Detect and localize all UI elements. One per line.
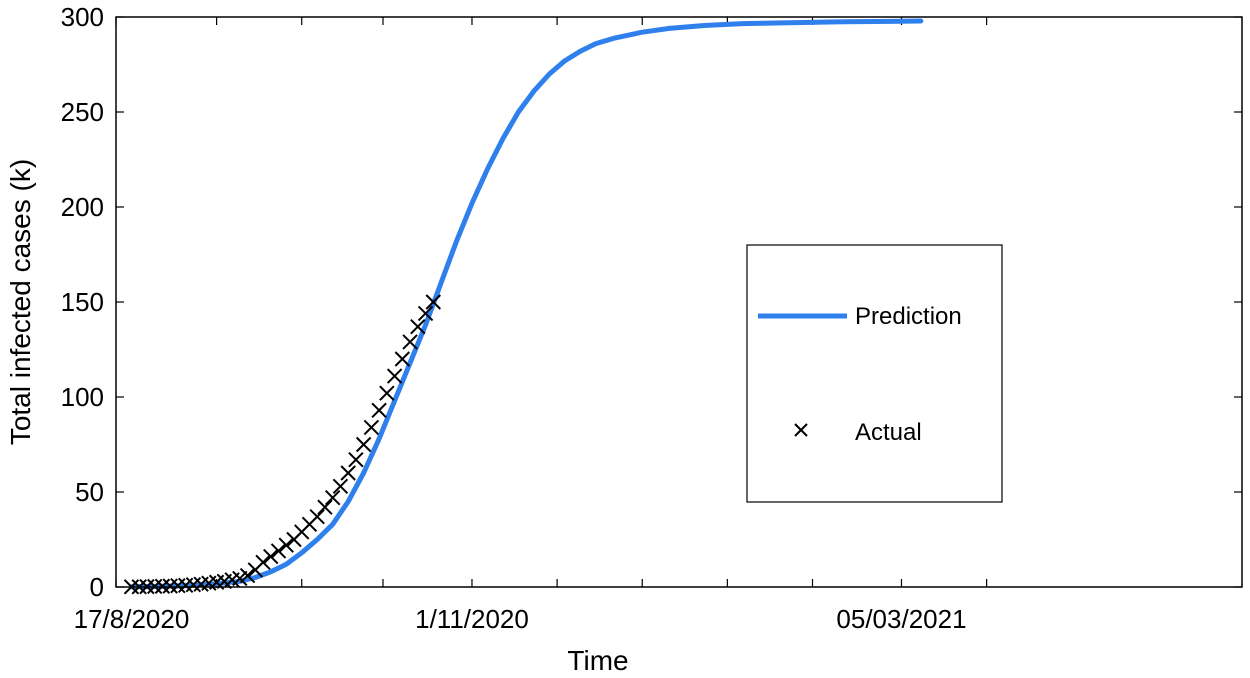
actual-point <box>410 318 426 335</box>
x-tick-label: 05/03/2021 <box>836 604 966 634</box>
actual-point <box>379 385 395 401</box>
actual-point <box>425 294 441 310</box>
actual-point <box>332 478 349 495</box>
y-axis-title: Total infected cases (k) <box>5 159 36 445</box>
x-tick-label: 1/11/2020 <box>415 604 529 634</box>
legend-box <box>746 244 1003 503</box>
actual-point <box>402 334 418 350</box>
actual-point <box>363 419 380 436</box>
y-tick-label: 300 <box>61 2 104 32</box>
prediction-line <box>129 18 924 590</box>
y-tick-label: 100 <box>61 382 104 412</box>
actual-point <box>263 548 279 565</box>
x-axis-ticks: 17/8/2020 1/11/2020 05/03/2021 <box>74 17 988 634</box>
y-tick-label: 150 <box>61 287 104 317</box>
actual-point <box>386 368 403 384</box>
actual-point <box>255 554 271 571</box>
legend-actual-marker <box>794 423 808 437</box>
actual-point <box>371 402 387 419</box>
series-layer <box>123 18 924 595</box>
actual-point <box>340 465 356 481</box>
plot-area-frame <box>115 16 1243 588</box>
legend-actual-label: Actual <box>855 419 922 446</box>
y-tick-label: 0 <box>90 572 104 602</box>
actual-point <box>278 537 294 553</box>
x-axis-title: Time <box>567 645 628 676</box>
legend-prediction-label: Prediction <box>855 303 962 330</box>
y-tick-label: 250 <box>61 97 104 127</box>
actual-point <box>348 451 364 468</box>
actual-point <box>394 351 411 367</box>
legend: Prediction Actual <box>746 244 1003 503</box>
actual-point <box>324 489 341 506</box>
actual-point <box>309 508 325 525</box>
actual-point <box>317 499 333 515</box>
x-tick-label: 17/8/2020 <box>74 604 190 634</box>
actual-point <box>417 305 434 322</box>
actual-point <box>239 567 256 584</box>
y-tick-label: 200 <box>61 192 104 222</box>
actual-point <box>270 543 287 559</box>
actual-point <box>355 436 372 453</box>
y-tick-label: 50 <box>75 477 104 507</box>
y-axis-ticks: 0 50 100 150 200 250 300 <box>61 2 1242 602</box>
